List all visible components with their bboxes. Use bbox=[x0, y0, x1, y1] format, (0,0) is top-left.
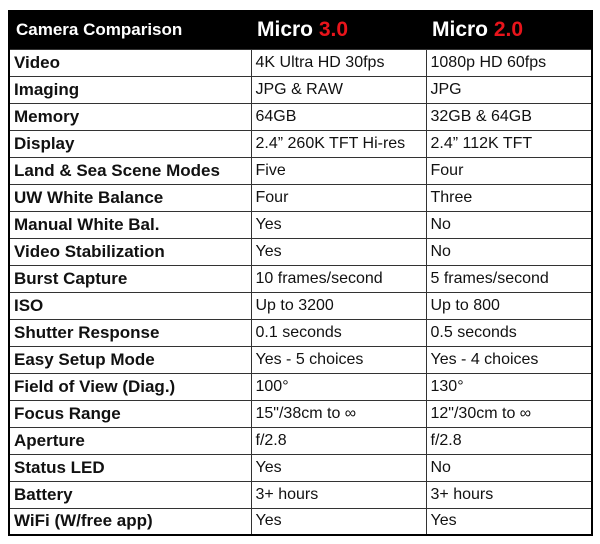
micro3-cell: 10 frames/second bbox=[250, 264, 427, 293]
micro2-cell: 3+ hours bbox=[425, 480, 593, 509]
table-row: Easy Setup Mode Yes - 5 choices Yes - 4 ch… bbox=[8, 345, 593, 374]
micro3-cell: Up to 3200 bbox=[250, 291, 427, 320]
table-row: Memory 64GB 32GB & 64GB bbox=[8, 102, 593, 131]
micro3-cell: 100° bbox=[250, 372, 427, 401]
micro3-cell: 2.4” 260K TFT Hi-res bbox=[250, 129, 427, 158]
model-name: Micro bbox=[257, 18, 314, 42]
table-row: Field of View (Diag.) 100° 130° bbox=[8, 372, 593, 401]
table-row: Manual White Bal. Yes No bbox=[8, 210, 593, 239]
table-row: ISO Up to 3200 Up to 800 bbox=[8, 291, 593, 320]
feature-cell: Focus Range bbox=[8, 399, 252, 428]
header-row: Camera Comparison Micro 3.0 Micro 2.0 bbox=[9, 11, 592, 49]
micro3-cell: f/2.8 bbox=[250, 426, 427, 455]
feature-cell: Display bbox=[8, 129, 252, 158]
table-row: Display 2.4” 260K TFT Hi-res 2.4” 112K TFT bbox=[8, 129, 593, 158]
table-row: Land & Sea Scene Modes Five Four bbox=[8, 156, 593, 185]
model-version: 2.0 bbox=[493, 18, 524, 42]
table-row: Aperture f/2.8 f/2.8 bbox=[8, 426, 593, 455]
micro3-cell: 0.1 seconds bbox=[250, 318, 427, 347]
micro2-cell: 12"/30cm to ∞ bbox=[425, 399, 593, 428]
feature-cell: Status LED bbox=[8, 453, 252, 482]
column-header-micro2: Micro 2.0 bbox=[426, 11, 592, 49]
micro3-cell: 15"/38cm to ∞ bbox=[250, 399, 427, 428]
table-row: WiFi (W/free app) Yes Yes bbox=[8, 507, 593, 536]
micro3-cell: Yes - 5 choices bbox=[250, 345, 427, 374]
micro2-cell: No bbox=[425, 453, 593, 482]
micro3-cell: JPG & RAW bbox=[250, 75, 427, 104]
micro2-cell: No bbox=[425, 210, 593, 239]
micro3-cell: Five bbox=[250, 156, 427, 185]
micro3-cell: Four bbox=[250, 183, 427, 212]
micro2-cell: Yes bbox=[425, 507, 593, 536]
model-name: Micro bbox=[432, 18, 489, 42]
micro2-cell: 5 frames/second bbox=[425, 264, 593, 293]
micro2-cell: JPG bbox=[425, 75, 593, 104]
micro2-cell: 2.4” 112K TFT bbox=[425, 129, 593, 158]
feature-cell: Imaging bbox=[8, 75, 252, 104]
model-version: 3.0 bbox=[318, 18, 349, 42]
feature-cell: Video Stabilization bbox=[8, 237, 252, 266]
micro2-cell: Three bbox=[425, 183, 593, 212]
micro3-cell: Yes bbox=[250, 453, 427, 482]
feature-cell: UW White Balance bbox=[8, 183, 252, 212]
feature-cell: Aperture bbox=[8, 426, 252, 455]
micro3-cell: Yes bbox=[250, 507, 427, 536]
feature-cell: Memory bbox=[8, 102, 252, 131]
table-row: Focus Range 15"/38cm to ∞ 12"/30cm to ∞ bbox=[8, 399, 593, 428]
micro3-cell: 4K Ultra HD 30fps bbox=[250, 48, 427, 77]
table-row: Shutter Response 0.1 seconds 0.5 seconds bbox=[8, 318, 593, 347]
feature-cell: Burst Capture bbox=[8, 264, 252, 293]
feature-cell: Field of View (Diag.) bbox=[8, 372, 252, 401]
comparison-table: Camera Comparison Micro 3.0 Micro 2.0 Vi… bbox=[8, 10, 593, 536]
table-row: Video 4K Ultra HD 30fps 1080p HD 60fps bbox=[8, 48, 593, 77]
feature-cell: Land & Sea Scene Modes bbox=[8, 156, 252, 185]
table-row: Burst Capture 10 frames/second 5 frames/se… bbox=[8, 264, 593, 293]
table-title: Camera Comparison bbox=[16, 20, 183, 40]
micro2-cell: Up to 800 bbox=[425, 291, 593, 320]
micro3-cell: 64GB bbox=[250, 102, 427, 131]
feature-cell: Shutter Response bbox=[8, 318, 252, 347]
micro2-cell: 130° bbox=[425, 372, 593, 401]
micro2-cell: Four bbox=[425, 156, 593, 185]
column-header-micro3: Micro 3.0 bbox=[251, 11, 426, 49]
feature-cell: Easy Setup Mode bbox=[8, 345, 252, 374]
table-row: Imaging JPG & RAW JPG bbox=[8, 75, 593, 104]
feature-cell: WiFi (W/free app) bbox=[8, 507, 252, 536]
micro3-cell: Yes bbox=[250, 237, 427, 266]
feature-cell: Video bbox=[8, 48, 252, 77]
table-row: Video Stabilization Yes No bbox=[8, 237, 593, 266]
table-row: Status LED Yes No bbox=[8, 453, 593, 482]
micro2-cell: 32GB & 64GB bbox=[425, 102, 593, 131]
micro2-cell: f/2.8 bbox=[425, 426, 593, 455]
micro3-cell: Yes bbox=[250, 210, 427, 239]
feature-cell: Battery bbox=[8, 480, 252, 509]
feature-cell: ISO bbox=[8, 291, 252, 320]
micro2-cell: No bbox=[425, 237, 593, 266]
micro2-cell: 0.5 seconds bbox=[425, 318, 593, 347]
micro2-cell: Yes - 4 choices bbox=[425, 345, 593, 374]
table-row: Battery 3+ hours 3+ hours bbox=[8, 480, 593, 509]
table-row: UW White Balance Four Three bbox=[8, 183, 593, 212]
feature-cell: Manual White Bal. bbox=[8, 210, 252, 239]
micro3-cell: 3+ hours bbox=[250, 480, 427, 509]
micro2-cell: 1080p HD 60fps bbox=[425, 48, 593, 77]
